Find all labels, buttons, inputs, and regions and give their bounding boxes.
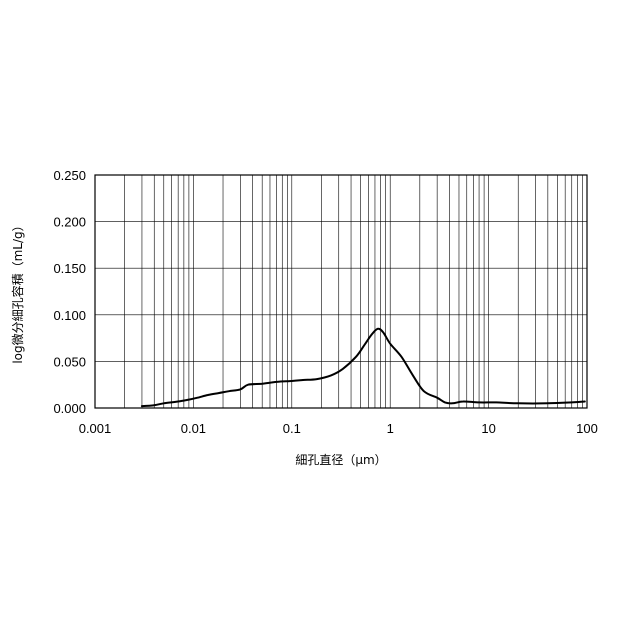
- y-tick-label: 0.050: [53, 354, 86, 369]
- y-axis-title: log微分細孔容積（mL/g）: [10, 219, 25, 363]
- y-tick-label: 0.200: [53, 215, 86, 230]
- plot-frame: [95, 175, 587, 408]
- x-tick-label: 0.1: [283, 421, 301, 436]
- x-tick-label: 0.001: [79, 421, 112, 436]
- y-tick-label: 0.150: [53, 261, 86, 276]
- x-tick-label: 100: [576, 421, 598, 436]
- grid-lines: [95, 175, 587, 408]
- x-tick-label: 1: [387, 421, 394, 436]
- x-axis-title: 細孔直径（μm）: [295, 453, 386, 467]
- x-tick-label: 0.01: [181, 421, 206, 436]
- x-tick-label: 10: [481, 421, 495, 436]
- y-tick-label: 0.250: [53, 168, 86, 183]
- tick-labels: 0.001 0.01 0.1 1 10 100 0.000 0.050 0.100 0.150 0.…: [53, 168, 597, 436]
- y-tick-label: 0.100: [53, 308, 86, 323]
- y-tick-label: 0.000: [53, 401, 86, 416]
